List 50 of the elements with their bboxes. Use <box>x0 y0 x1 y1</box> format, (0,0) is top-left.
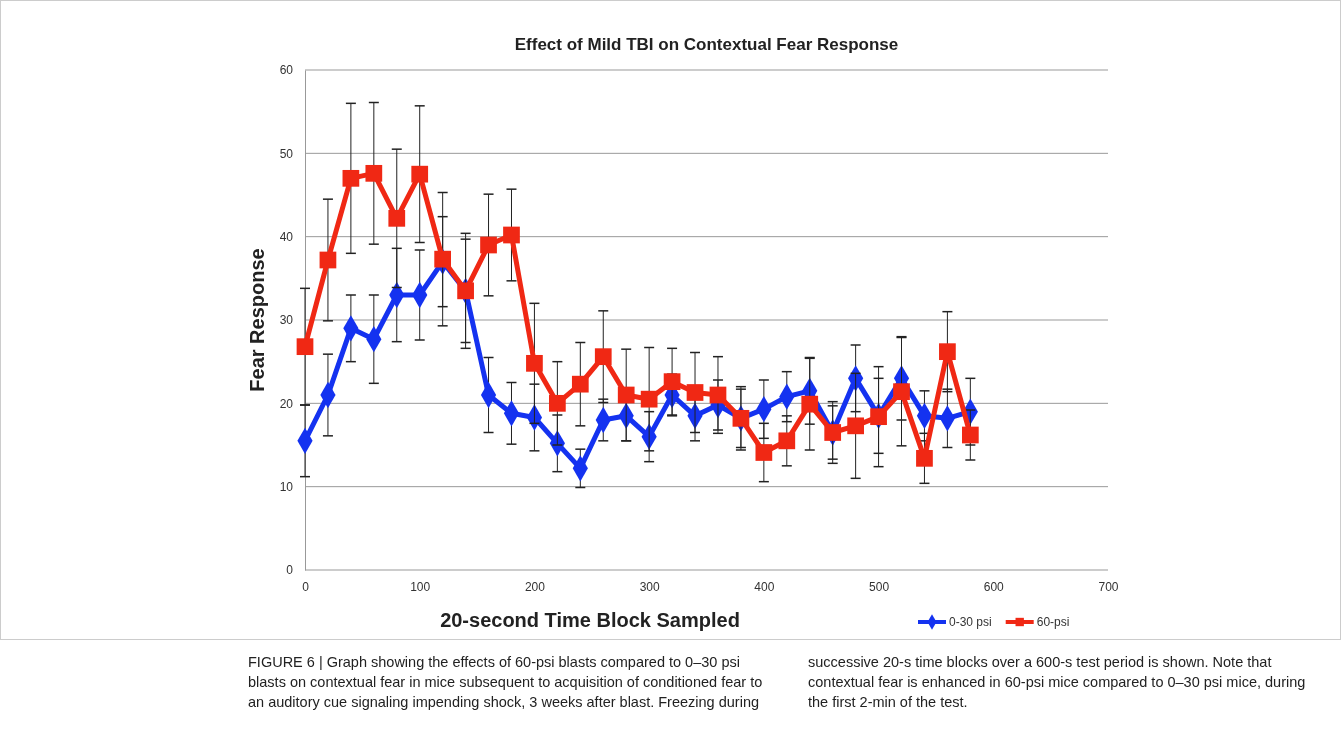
point <box>457 282 474 300</box>
x-tick-label: 500 <box>869 579 890 594</box>
x-tick-label: 300 <box>639 579 660 594</box>
point <box>870 408 887 426</box>
y-tick-label: 30 <box>279 313 294 328</box>
y-tick-label: 0 <box>286 563 294 578</box>
point <box>594 348 612 366</box>
point <box>939 343 956 361</box>
chart-title: Effect of Mild TBI on Contextual Fear Response <box>514 35 899 54</box>
point <box>732 409 750 427</box>
point <box>526 354 543 372</box>
point <box>778 432 796 450</box>
point <box>365 164 383 182</box>
point <box>319 251 337 269</box>
y-tick-label: 60 <box>279 63 294 78</box>
y-tick-label: 50 <box>279 146 294 161</box>
point <box>893 383 910 401</box>
x-tick-label: 700 <box>1098 579 1119 594</box>
point <box>549 394 566 412</box>
point <box>961 426 979 444</box>
point <box>503 226 520 244</box>
x-tick-label: 100 <box>410 579 431 594</box>
point <box>296 338 314 356</box>
point <box>847 417 864 435</box>
point <box>663 373 681 391</box>
text: FIGURE 6 | Graph showing the effects of 60-psi blasts compared to 0–30 psi blasts on contextual fear in mice subsequent to acquisition of conditioned fear to an auditory cue signaling impending shock, 3 weeks after blast. Freezing during successive 20-s time blocks over a 600-s test period is shown. Note that contextual fear is enhanced in 60-psi mice compared to 0–30 psi mice, during the first 2-min of the test. <box>248 654 1306 710</box>
point <box>434 250 452 268</box>
point <box>617 386 635 404</box>
y-tick-label: 10 <box>279 480 294 495</box>
point <box>411 165 429 183</box>
y-axis-title: Fear Response <box>246 248 268 392</box>
y-tick-label: 40 <box>279 230 294 245</box>
point <box>916 449 933 467</box>
x-tick-label: 400 <box>754 579 775 594</box>
point <box>480 236 497 254</box>
x-axis-title: 20-second Time Block Sampled <box>440 609 740 631</box>
point <box>686 384 704 401</box>
point <box>801 395 819 413</box>
y-tick-label: 20 <box>279 396 294 411</box>
x-tick-label: 200 <box>524 579 546 594</box>
x-tick-label: 0 <box>302 579 310 594</box>
legend-label: 60-psi <box>1036 615 1070 629</box>
point <box>640 390 658 408</box>
legend-label: 0-30 psi <box>949 615 992 629</box>
point <box>342 169 360 187</box>
point <box>755 444 773 461</box>
x-tick-label: 600 <box>983 579 1005 594</box>
point <box>388 209 406 227</box>
point <box>571 375 589 393</box>
point <box>709 386 727 404</box>
